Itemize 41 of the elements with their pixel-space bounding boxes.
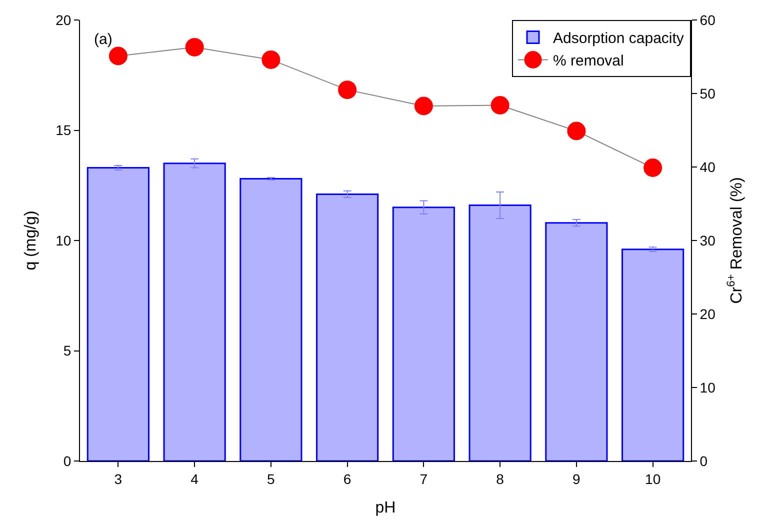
x-tick-label: 6 bbox=[343, 470, 352, 487]
point bbox=[262, 50, 280, 69]
y2-tick-label: 40 bbox=[700, 158, 716, 175]
x-tick-label: 7 bbox=[420, 470, 428, 487]
y2-tick-label: 10 bbox=[700, 379, 716, 396]
y2-tick-label: 30 bbox=[700, 232, 716, 248]
bar bbox=[240, 178, 302, 461]
y2-tick-label: 0 bbox=[700, 452, 708, 469]
bar bbox=[392, 206, 455, 461]
y-tick-label: 0 bbox=[63, 452, 72, 469]
x-tick-label: 5 bbox=[267, 470, 276, 487]
bar bbox=[316, 193, 379, 461]
point bbox=[644, 158, 662, 177]
x-tick-label: 3 bbox=[114, 470, 122, 487]
bar bbox=[86, 166, 150, 461]
x-tick-label: 8 bbox=[496, 470, 504, 487]
bar bbox=[545, 222, 608, 461]
y-axis-title: q (mg/g) bbox=[22, 210, 40, 270]
point bbox=[567, 122, 586, 140]
y2-tick-label: 60 bbox=[700, 12, 716, 28]
point bbox=[490, 96, 510, 114]
y-tick-label: 5 bbox=[63, 342, 72, 359]
y-tick-label: 10 bbox=[56, 232, 72, 248]
annotation: (a) bbox=[94, 31, 112, 48]
y-tick-label: 20 bbox=[56, 12, 72, 28]
point bbox=[414, 96, 433, 116]
y-tick-label: 15 bbox=[56, 122, 72, 138]
point bbox=[185, 38, 204, 56]
x-axis-title: pH bbox=[375, 500, 396, 516]
bar bbox=[468, 204, 532, 461]
x-tick-label: 9 bbox=[572, 470, 581, 487]
y2-tick-label: 50 bbox=[700, 85, 716, 102]
legend-label: Adsorption capacity bbox=[553, 30, 684, 48]
x-tick-label: 4 bbox=[190, 470, 199, 487]
x-tick-label: 10 bbox=[645, 470, 661, 487]
legend-label: % removal bbox=[553, 52, 624, 70]
bar bbox=[163, 162, 226, 461]
point bbox=[108, 46, 128, 66]
point bbox=[338, 80, 357, 100]
y2-tick-label: 20 bbox=[700, 306, 716, 322]
bar bbox=[622, 248, 684, 461]
